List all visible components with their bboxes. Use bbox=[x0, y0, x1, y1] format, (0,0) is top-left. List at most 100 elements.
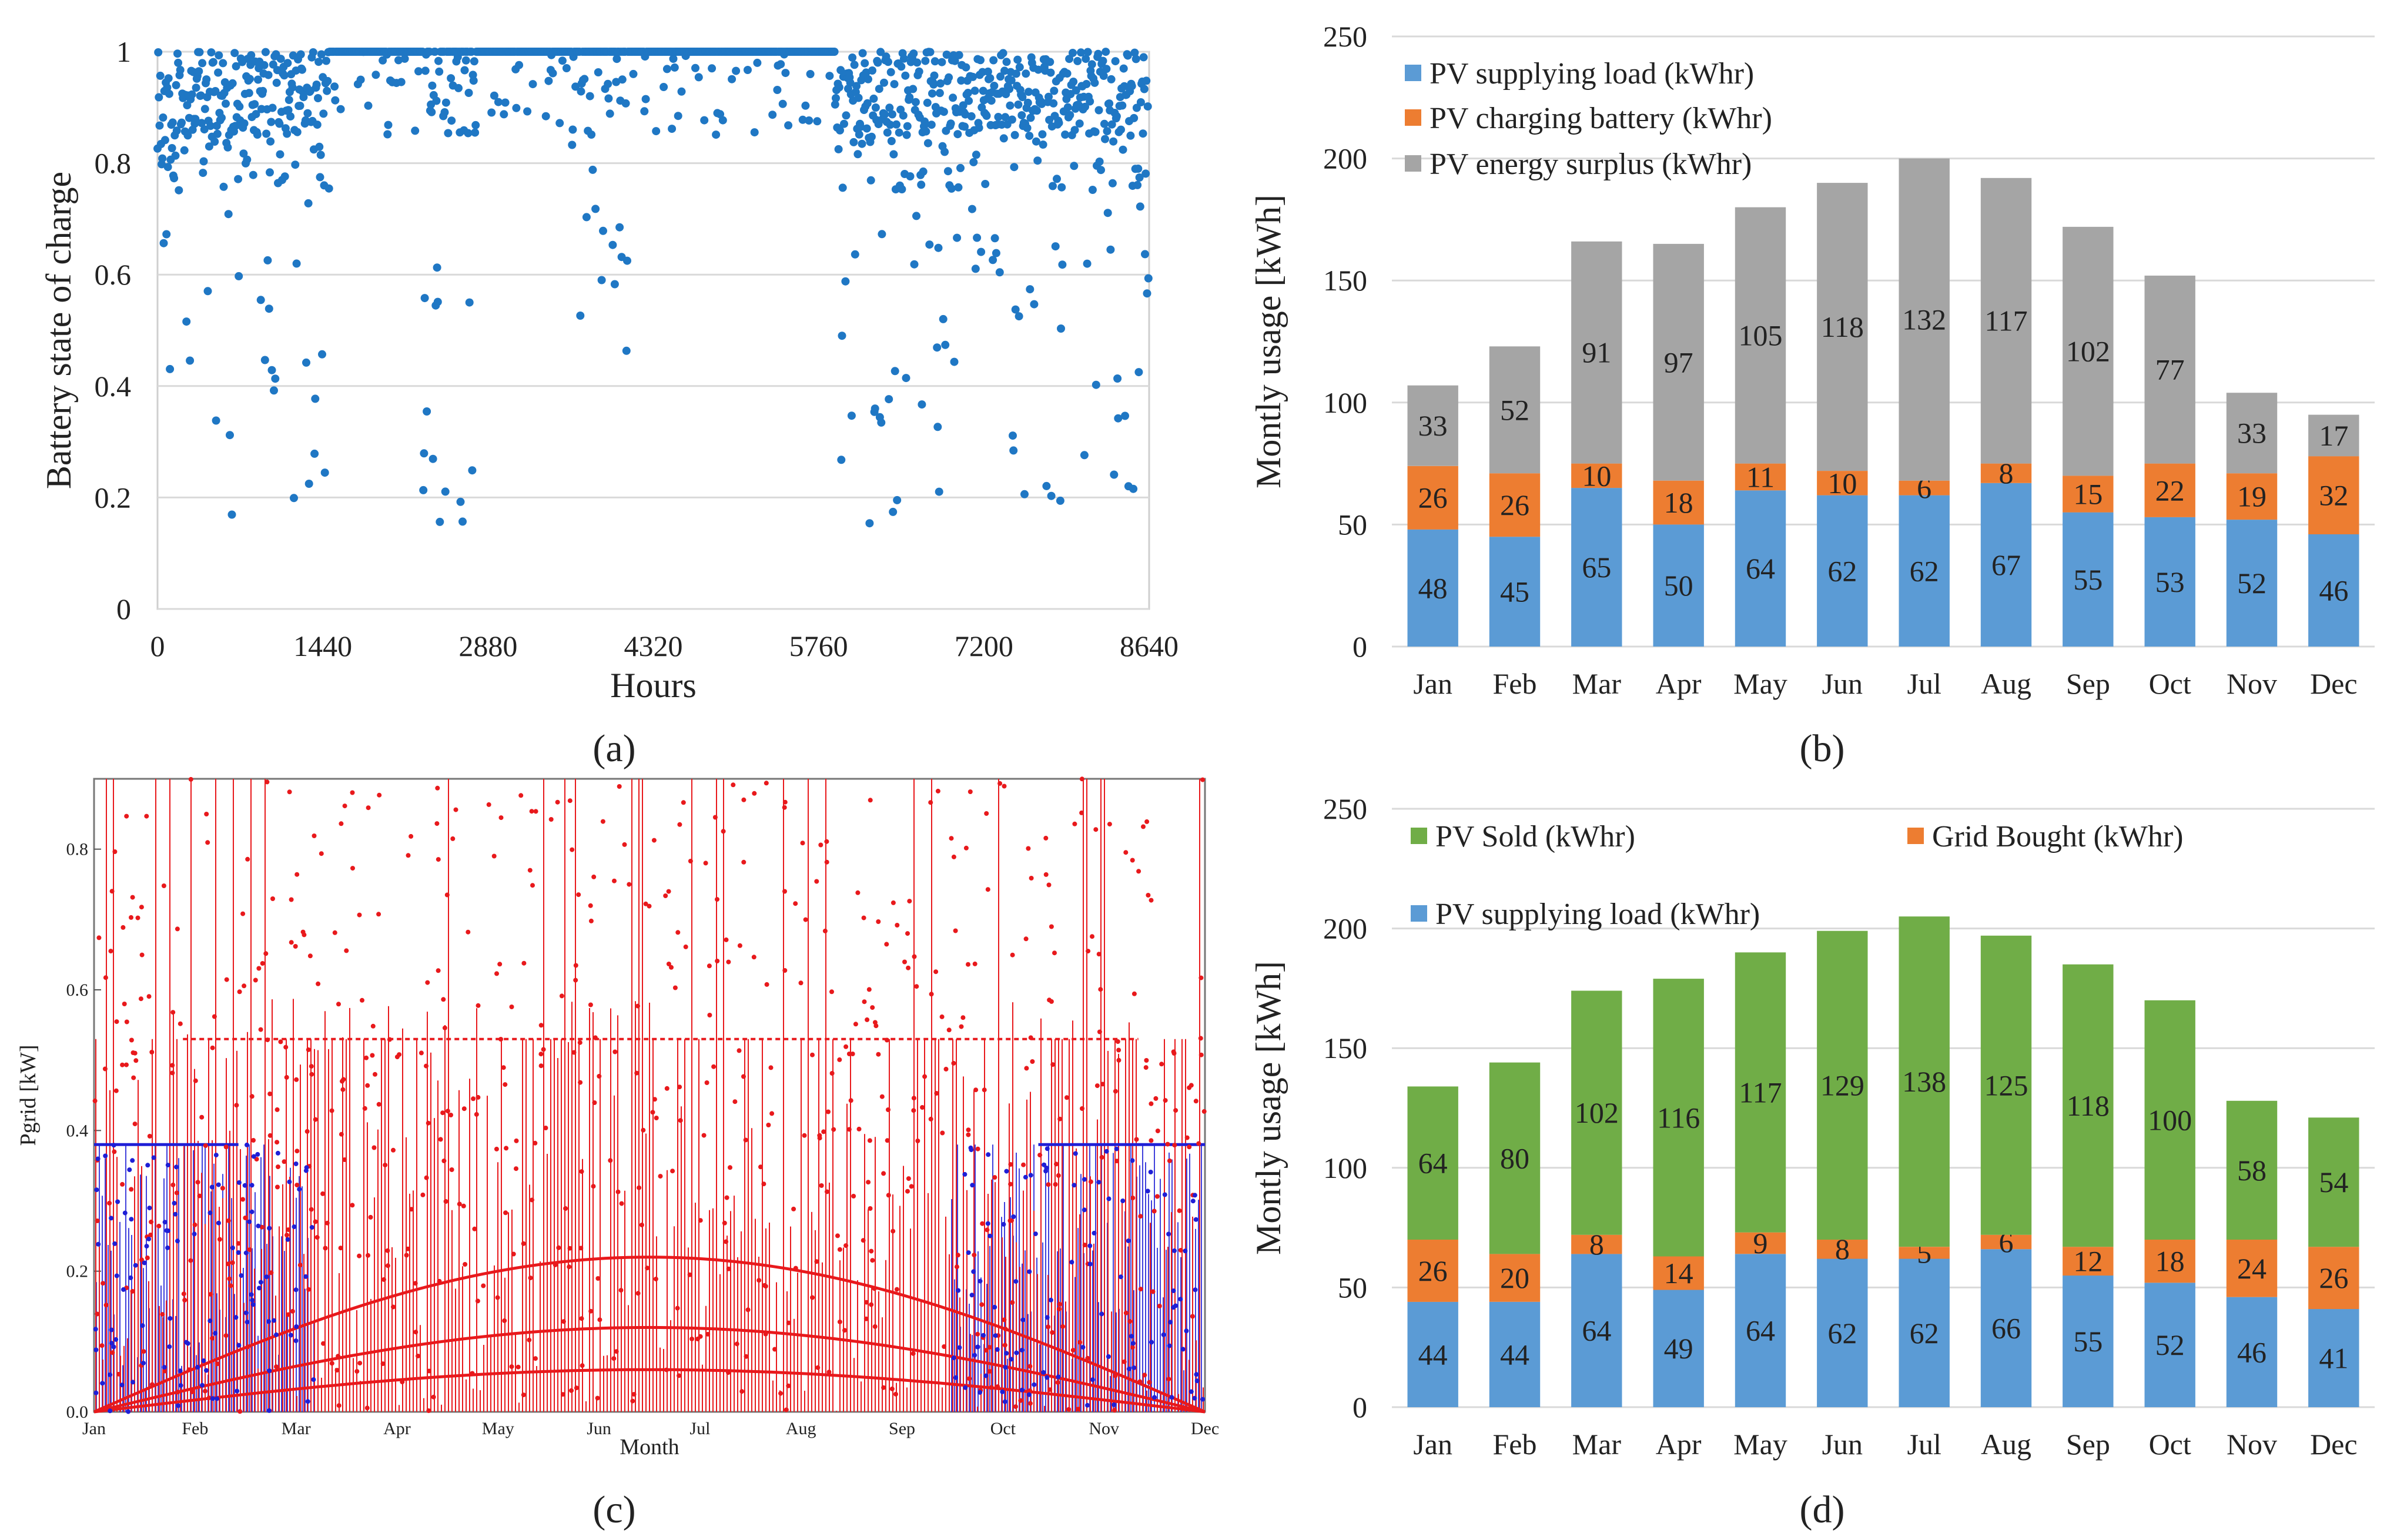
chart-b-data-label: 53 bbox=[2155, 565, 2185, 598]
chart-a-point bbox=[284, 96, 293, 104]
chart-a-point bbox=[836, 66, 845, 75]
chart-a-point bbox=[275, 119, 284, 128]
chart-a-point bbox=[669, 55, 678, 63]
chart-c-red-dot bbox=[357, 1253, 362, 1258]
chart-a-point bbox=[1057, 324, 1065, 333]
chart-c-red-dot bbox=[703, 861, 708, 866]
chart-c-red-dot bbox=[669, 965, 674, 970]
chart-c-red-dot bbox=[979, 1302, 985, 1307]
chart-c-blue-dot bbox=[1194, 1372, 1199, 1377]
chart-c-red-dot bbox=[1131, 991, 1137, 996]
chart-b-data-label: 26 bbox=[1500, 488, 1529, 521]
chart-c-red-dot bbox=[366, 1253, 370, 1258]
chart-c-red-dot bbox=[1007, 1218, 1013, 1223]
chart-a-point bbox=[200, 125, 209, 134]
chart-c-red-dot bbox=[205, 840, 210, 845]
chart-a-point bbox=[1100, 119, 1109, 128]
chart-a-point bbox=[869, 94, 878, 103]
chart-c-red-dot bbox=[987, 1369, 992, 1374]
chart-c-red-dot bbox=[294, 1183, 300, 1188]
chart-a-point bbox=[461, 56, 470, 65]
chart-d-data-label: 62 bbox=[1827, 1317, 1857, 1350]
chart-c-red-dot bbox=[1141, 824, 1146, 829]
chart-a-point bbox=[260, 356, 269, 364]
chart-c-red-dot bbox=[893, 1391, 898, 1397]
chart-c-blue-dot bbox=[1183, 1248, 1188, 1254]
chart-a-point bbox=[864, 75, 872, 83]
chart-c-red-dot bbox=[354, 1369, 360, 1374]
chart-c-red-dot bbox=[722, 1220, 727, 1226]
chart-c-red-dot bbox=[293, 944, 298, 949]
chart-a-point bbox=[1015, 63, 1024, 72]
chart-d-bar bbox=[2308, 1247, 2359, 1310]
chart-a-point bbox=[939, 314, 948, 323]
chart-a-point bbox=[930, 57, 939, 66]
chart-c-red-dot bbox=[588, 918, 594, 923]
chart-c-red-dot bbox=[1060, 1324, 1065, 1329]
chart-c-blue-dot bbox=[230, 1246, 235, 1250]
chart-a-point bbox=[1120, 82, 1129, 91]
chart-c-red-dot bbox=[635, 1003, 640, 1009]
chart-c-red-dot bbox=[1018, 1398, 1023, 1403]
chart-a-point bbox=[210, 138, 219, 146]
chart-c-red-dot bbox=[1088, 1179, 1093, 1184]
chart-c-red-dot bbox=[983, 1348, 989, 1353]
chart-c-xtick: Jan bbox=[82, 1419, 106, 1438]
chart-a-point bbox=[1042, 481, 1051, 490]
chart-a-point bbox=[562, 64, 571, 72]
chart-c-red-dot bbox=[122, 1002, 127, 1006]
chart-c-red-dot bbox=[441, 997, 446, 1002]
chart-c-red-dot bbox=[929, 992, 934, 997]
chart-c-blue-dot bbox=[962, 1171, 967, 1177]
chart-a-point bbox=[528, 80, 537, 89]
chart-a-point bbox=[217, 113, 226, 122]
chart-c-blue-dots bbox=[93, 1142, 1206, 1414]
chart-c-red-dot bbox=[853, 1022, 858, 1027]
chart-c-blue-dot bbox=[162, 1220, 168, 1225]
chart-c-red-dot bbox=[1046, 1182, 1051, 1187]
chart-a-point bbox=[618, 75, 627, 84]
chart-a-point bbox=[718, 116, 727, 125]
chart-c-red-dot bbox=[1193, 1099, 1198, 1104]
chart-c-blue-dot bbox=[293, 1161, 299, 1166]
chart-c-blue-dot bbox=[1003, 1365, 1008, 1370]
chart-c-blue-dot bbox=[1032, 1382, 1037, 1387]
chart-b-legend-swatch bbox=[1405, 65, 1421, 81]
chart-a-point bbox=[753, 58, 762, 67]
chart-c-red-dot bbox=[284, 1233, 289, 1238]
chart-c-red-dot bbox=[543, 1126, 548, 1130]
chart-c-red-dot bbox=[573, 977, 578, 983]
chart-c-blue-dot bbox=[1087, 1243, 1093, 1248]
chart-c-blue-dot bbox=[109, 1341, 114, 1346]
chart-c-red-dot bbox=[664, 1086, 669, 1091]
chart-c-red-dot bbox=[707, 963, 712, 969]
chart-b-xtick: Jul bbox=[1907, 667, 1941, 700]
chart-c-red-dot bbox=[139, 905, 144, 910]
chart-c-red-dot bbox=[286, 1312, 291, 1317]
chart-c-red-dot bbox=[208, 1292, 213, 1297]
chart-a-point bbox=[597, 276, 606, 284]
chart-a-point bbox=[371, 71, 380, 79]
chart-b-xtick: Dec bbox=[2310, 667, 2358, 700]
chart-c-red-dot bbox=[1137, 1379, 1143, 1384]
chart-c-red-dot bbox=[641, 1127, 646, 1133]
chart-a-point bbox=[523, 107, 532, 116]
chart-c-red-dot bbox=[989, 1385, 994, 1390]
chart-a-point bbox=[918, 400, 926, 409]
chart-c-red-dot bbox=[772, 1347, 778, 1352]
chart-a-point bbox=[853, 150, 862, 159]
chart-a-point bbox=[781, 69, 790, 78]
chart-a-point bbox=[805, 116, 813, 125]
chart-c-red-dot bbox=[230, 1260, 235, 1266]
chart-c-red-dot bbox=[1149, 898, 1154, 903]
chart-c-red-dot bbox=[1144, 819, 1150, 824]
chart-b-data-label: 67 bbox=[1991, 548, 2021, 581]
chart-c-blue-dot bbox=[267, 1408, 272, 1413]
chart-a-point bbox=[219, 59, 227, 68]
chart-c-red-dot bbox=[736, 1048, 742, 1053]
chart-a-point bbox=[1082, 55, 1090, 63]
chart-a-point bbox=[909, 85, 918, 93]
chart-a-point bbox=[1134, 368, 1143, 377]
chart-c-red-dot bbox=[766, 1123, 771, 1127]
